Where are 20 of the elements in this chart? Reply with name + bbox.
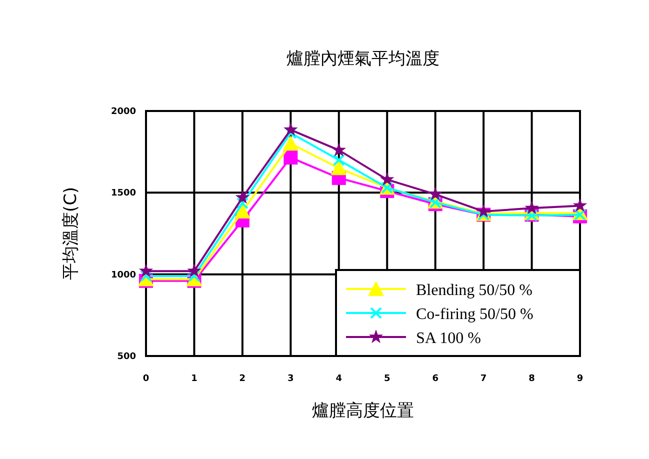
x-tick-label: 9 xyxy=(576,374,584,384)
x-tick-label: 6 xyxy=(432,374,438,384)
x-tick-label: 3 xyxy=(288,374,294,384)
y-tick-label: 500 xyxy=(117,352,136,362)
legend-label: SA 100 % xyxy=(416,330,481,347)
x-tick-label: 5 xyxy=(384,374,390,384)
y-tick-label: 1000 xyxy=(110,270,136,280)
x-tick-label: 4 xyxy=(336,374,342,384)
x-tick-label: 0 xyxy=(142,374,150,384)
chart-title: 爐膛內煙氣平均溫度 xyxy=(286,49,440,69)
x-tick-label: 8 xyxy=(528,374,535,384)
x-tick-label: 2 xyxy=(239,374,246,384)
legend-label: Co-firing 50/50 % xyxy=(416,306,534,323)
legend-label: Blending 50/50 % xyxy=(416,282,532,299)
x-axis-title: 爐膛高度位置 xyxy=(312,401,414,421)
x-tick-label: 1 xyxy=(191,374,198,384)
y-tick-label: 1500 xyxy=(110,188,136,199)
x-tick-label: 7 xyxy=(480,374,487,384)
y-tick-label: 2000 xyxy=(110,107,136,117)
y-axis-title: 平均溫度(C) xyxy=(61,186,81,280)
